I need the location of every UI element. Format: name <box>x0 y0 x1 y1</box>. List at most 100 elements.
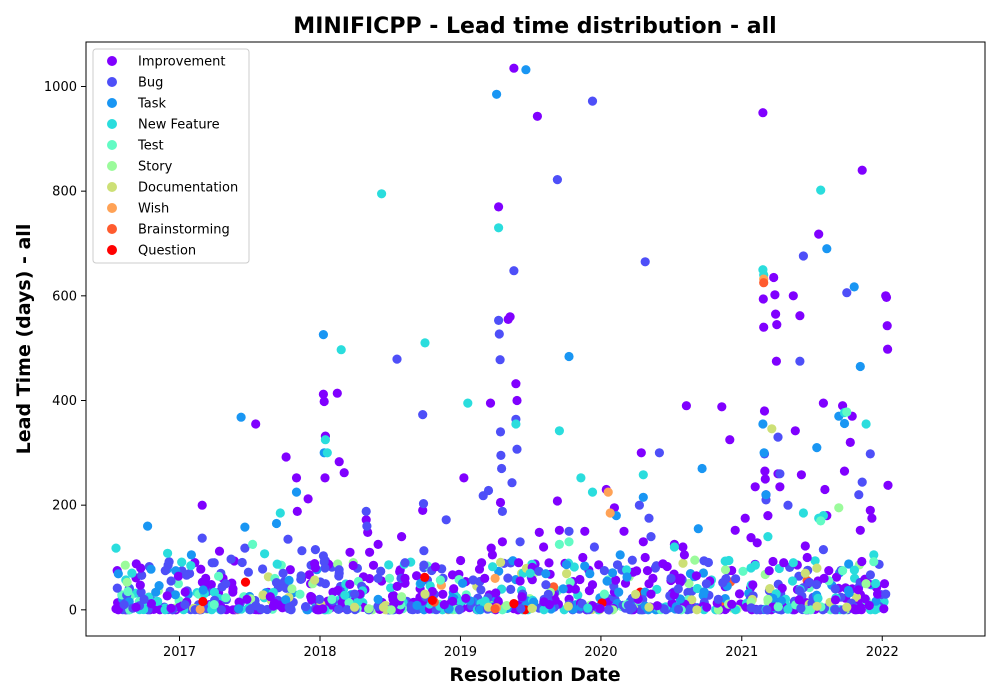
data-point-test <box>173 579 183 589</box>
data-point-improvement <box>646 589 656 599</box>
data-point-new-feature <box>209 587 219 597</box>
data-point-improvement <box>418 505 428 515</box>
data-point-documentation <box>563 601 573 611</box>
data-point-improvement <box>860 594 870 604</box>
data-point-improvement <box>461 593 471 603</box>
data-point-new-feature <box>810 556 820 566</box>
data-point-bug <box>746 603 756 613</box>
data-point-bug <box>418 499 429 509</box>
data-point-task <box>143 521 153 531</box>
data-point-improvement <box>648 573 658 584</box>
legend-marker <box>107 245 117 255</box>
data-point-bug <box>240 543 250 553</box>
data-point-improvement <box>412 571 422 581</box>
data-point-improvement <box>136 563 146 573</box>
data-point-task <box>146 564 156 574</box>
data-point-test <box>869 557 879 567</box>
x-axis-label: Resolution Date <box>449 664 620 686</box>
data-point-bug <box>509 266 519 276</box>
data-point-improvement <box>824 566 834 576</box>
data-point-bug <box>166 576 176 586</box>
data-point-bug <box>794 586 805 596</box>
data-point-improvement <box>794 595 804 605</box>
data-point-improvement <box>760 474 770 484</box>
x-tick-label: 2018 <box>303 645 336 660</box>
data-point-task <box>758 419 768 429</box>
data-point-new-feature <box>788 558 798 568</box>
data-point-new-feature <box>272 559 282 569</box>
data-point-bug <box>541 580 551 590</box>
data-point-bug <box>373 573 383 584</box>
data-point-improvement <box>595 604 605 614</box>
data-point-test <box>738 566 748 576</box>
data-point-bug <box>180 600 190 610</box>
data-point-improvement <box>658 559 668 569</box>
data-point-task <box>281 595 291 605</box>
data-point-improvement <box>881 292 892 302</box>
data-point-story <box>502 601 512 611</box>
data-point-bug <box>673 584 683 594</box>
data-point-improvement <box>517 592 527 602</box>
data-point-story <box>684 578 694 589</box>
data-point-improvement <box>319 396 329 407</box>
data-point-brainstorming <box>490 604 500 614</box>
data-point-bug <box>604 605 614 615</box>
data-point-task <box>822 244 832 254</box>
data-point-wish <box>490 573 500 584</box>
data-point-bug <box>494 329 504 339</box>
data-point-improvement <box>180 587 190 597</box>
data-point-bug <box>237 557 247 568</box>
data-point-task <box>492 89 502 99</box>
data-point-bug <box>468 575 478 585</box>
data-point-improvement <box>883 344 893 354</box>
data-point-improvement <box>539 542 549 552</box>
data-point-task <box>113 569 123 579</box>
data-point-documentation <box>767 424 777 434</box>
data-point-improvement <box>477 558 487 568</box>
data-point-improvement <box>802 552 812 563</box>
data-point-improvement <box>580 526 590 536</box>
data-point-improvement <box>430 562 440 572</box>
legend-label-brainstorming: Brainstorming <box>138 223 230 238</box>
data-point-new-feature <box>587 487 598 497</box>
data-point-improvement <box>578 552 588 563</box>
data-point-new-feature <box>420 338 430 348</box>
data-point-bug <box>494 315 504 325</box>
legend-label-new-feature: New Feature <box>138 118 220 133</box>
data-point-improvement <box>873 589 883 599</box>
data-point-improvement <box>448 596 458 606</box>
x-tick-label: 2019 <box>444 645 477 660</box>
data-point-improvement <box>368 560 379 570</box>
data-point-improvement <box>111 604 121 614</box>
data-point-bug <box>136 587 146 597</box>
data-point-improvement <box>388 594 398 605</box>
data-point-bug <box>515 537 525 547</box>
legend-marker <box>107 182 117 192</box>
data-point-bug <box>811 580 822 590</box>
data-point-bug <box>830 605 840 615</box>
data-point-bug <box>497 506 507 516</box>
data-point-bug <box>182 570 192 580</box>
data-point-bug <box>164 557 174 567</box>
data-point-task <box>843 585 854 596</box>
data-point-bug <box>830 584 840 594</box>
data-point-new-feature <box>638 470 648 480</box>
data-point-task <box>291 487 302 497</box>
data-point-documentation <box>800 568 810 578</box>
data-point-improvement <box>856 605 867 615</box>
data-point-bug <box>495 427 506 437</box>
data-point-test <box>842 407 852 417</box>
data-point-bug <box>865 570 876 580</box>
data-point-bug <box>119 600 129 610</box>
data-point-new-feature <box>576 473 586 483</box>
data-point-bug <box>476 585 486 595</box>
data-point-improvement <box>691 571 702 581</box>
data-point-test <box>838 566 848 576</box>
data-point-bug <box>503 573 513 583</box>
data-point-bug <box>137 570 147 581</box>
data-point-new-feature <box>554 426 565 436</box>
data-point-new-feature <box>861 419 871 429</box>
data-point-improvement <box>345 547 355 557</box>
data-point-bug <box>301 602 311 612</box>
